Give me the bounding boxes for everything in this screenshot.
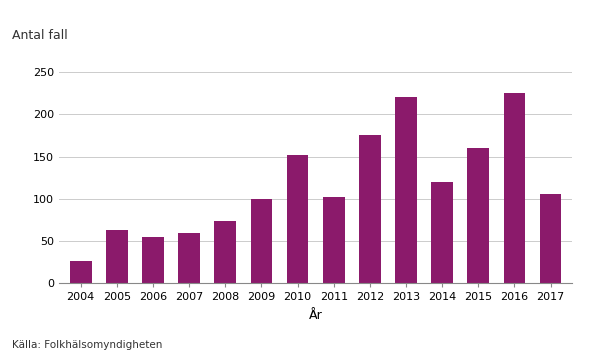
Bar [70,261,91,283]
Bar [467,148,489,283]
Bar [359,135,381,283]
X-axis label: År: År [309,309,323,322]
Bar [251,199,272,283]
Bar [142,237,164,283]
Bar [431,182,453,283]
Bar [323,197,345,283]
Bar [106,230,127,283]
Bar [395,97,417,283]
Bar [287,155,309,283]
Bar [504,93,525,283]
Text: Källa: Folkhälsomyndigheten: Källa: Folkhälsomyndigheten [12,341,162,350]
Bar [540,194,562,283]
Text: Antal fall: Antal fall [12,29,67,42]
Bar [214,221,236,283]
Bar [178,233,200,283]
